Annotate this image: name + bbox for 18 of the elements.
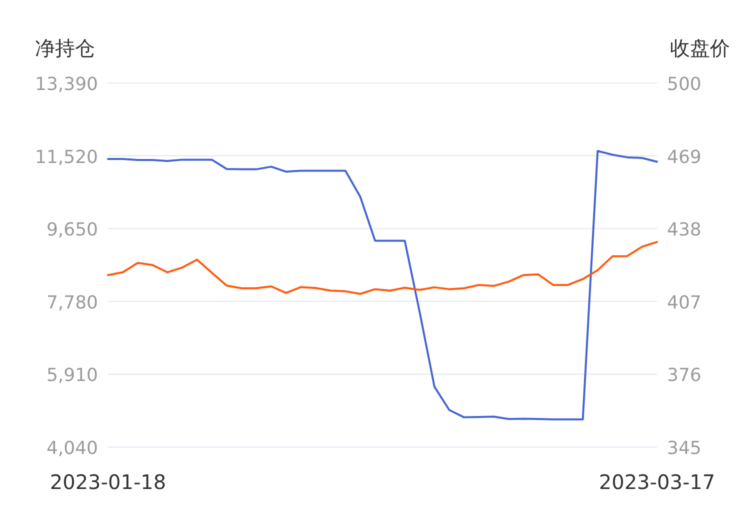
y-axis-title: 净持仓 bbox=[35, 36, 95, 60]
y-tick-label: 7,780 bbox=[46, 292, 98, 314]
y2-tick-label: 438 bbox=[667, 220, 702, 241]
y2-tick-label: 469 bbox=[667, 146, 702, 168]
y2-tick-label: 500 bbox=[667, 74, 702, 95]
line-series bbox=[107, 240, 658, 295]
y2-tick-label: 407 bbox=[667, 292, 702, 314]
y-tick-label: 11,520 bbox=[35, 146, 98, 168]
y2-axis-title: 收盘价 bbox=[670, 36, 730, 60]
y-tick-label: 4,040 bbox=[46, 438, 98, 459]
y2-tick-label: 345 bbox=[667, 438, 702, 459]
y2-tick-label: 376 bbox=[667, 365, 702, 386]
x-tick-label: 2023-03-17 bbox=[598, 470, 716, 494]
y-tick-label: 9,650 bbox=[46, 220, 98, 241]
line-series bbox=[107, 150, 658, 420]
y-tick-label: 5,910 bbox=[46, 365, 98, 386]
x-tick-label: 2023-01-18 bbox=[50, 470, 166, 494]
y-tick-label: 13,390 bbox=[35, 74, 98, 95]
